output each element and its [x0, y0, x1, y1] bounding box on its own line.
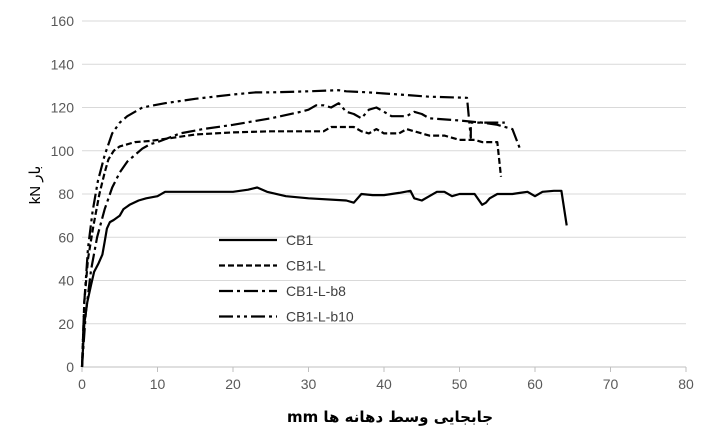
legend-label: CB1-L-b8	[286, 283, 346, 299]
y-tick-label: 0	[66, 359, 74, 375]
x-tick-label: 80	[678, 376, 694, 392]
y-tick-label: 140	[51, 56, 75, 72]
x-tick-labels: 0 10 20 30 40 50 60 70 80	[78, 376, 694, 392]
grid-lines	[82, 20, 686, 325]
x-tick-label: 10	[150, 376, 166, 392]
legend: CB1 CB1-L CB1-L-b8 CB1-L-b10	[219, 232, 354, 325]
x-tick-label: 60	[527, 376, 543, 392]
y-tick-label: 100	[51, 143, 75, 159]
y-tick-label: 20	[58, 316, 74, 332]
y-tick-label: 60	[58, 229, 74, 245]
x-tick-label: 50	[452, 376, 468, 392]
y-tick-labels: 0 20 40 60 80 100 120 140 160	[51, 13, 75, 375]
series-line-cb1	[80, 186, 568, 368]
series-line-cb1-l-b8	[80, 102, 521, 368]
x-axis-label: جابجایی وسط دهانه ها mm	[287, 408, 493, 426]
series-line-cb1-l	[80, 125, 503, 368]
x-tick-label: 70	[603, 376, 619, 392]
y-axis-label: بار kN	[27, 166, 44, 205]
legend-label: CB1-L-b10	[286, 309, 354, 325]
y-tick-label: 40	[58, 273, 74, 289]
series-lines	[80, 89, 568, 368]
series-line-cb1-l-b10	[80, 89, 505, 368]
legend-label: CB1-L	[286, 258, 326, 274]
x-tick-label: 20	[225, 376, 241, 392]
axes	[81, 366, 687, 372]
y-tick-label: 80	[58, 186, 74, 202]
x-tick-label: 40	[376, 376, 392, 392]
x-tick-label: 0	[78, 376, 86, 392]
y-tick-label: 160	[51, 13, 75, 29]
y-tick-label: 120	[51, 100, 75, 116]
x-tick-label: 30	[301, 376, 317, 392]
legend-label: CB1	[286, 232, 313, 248]
